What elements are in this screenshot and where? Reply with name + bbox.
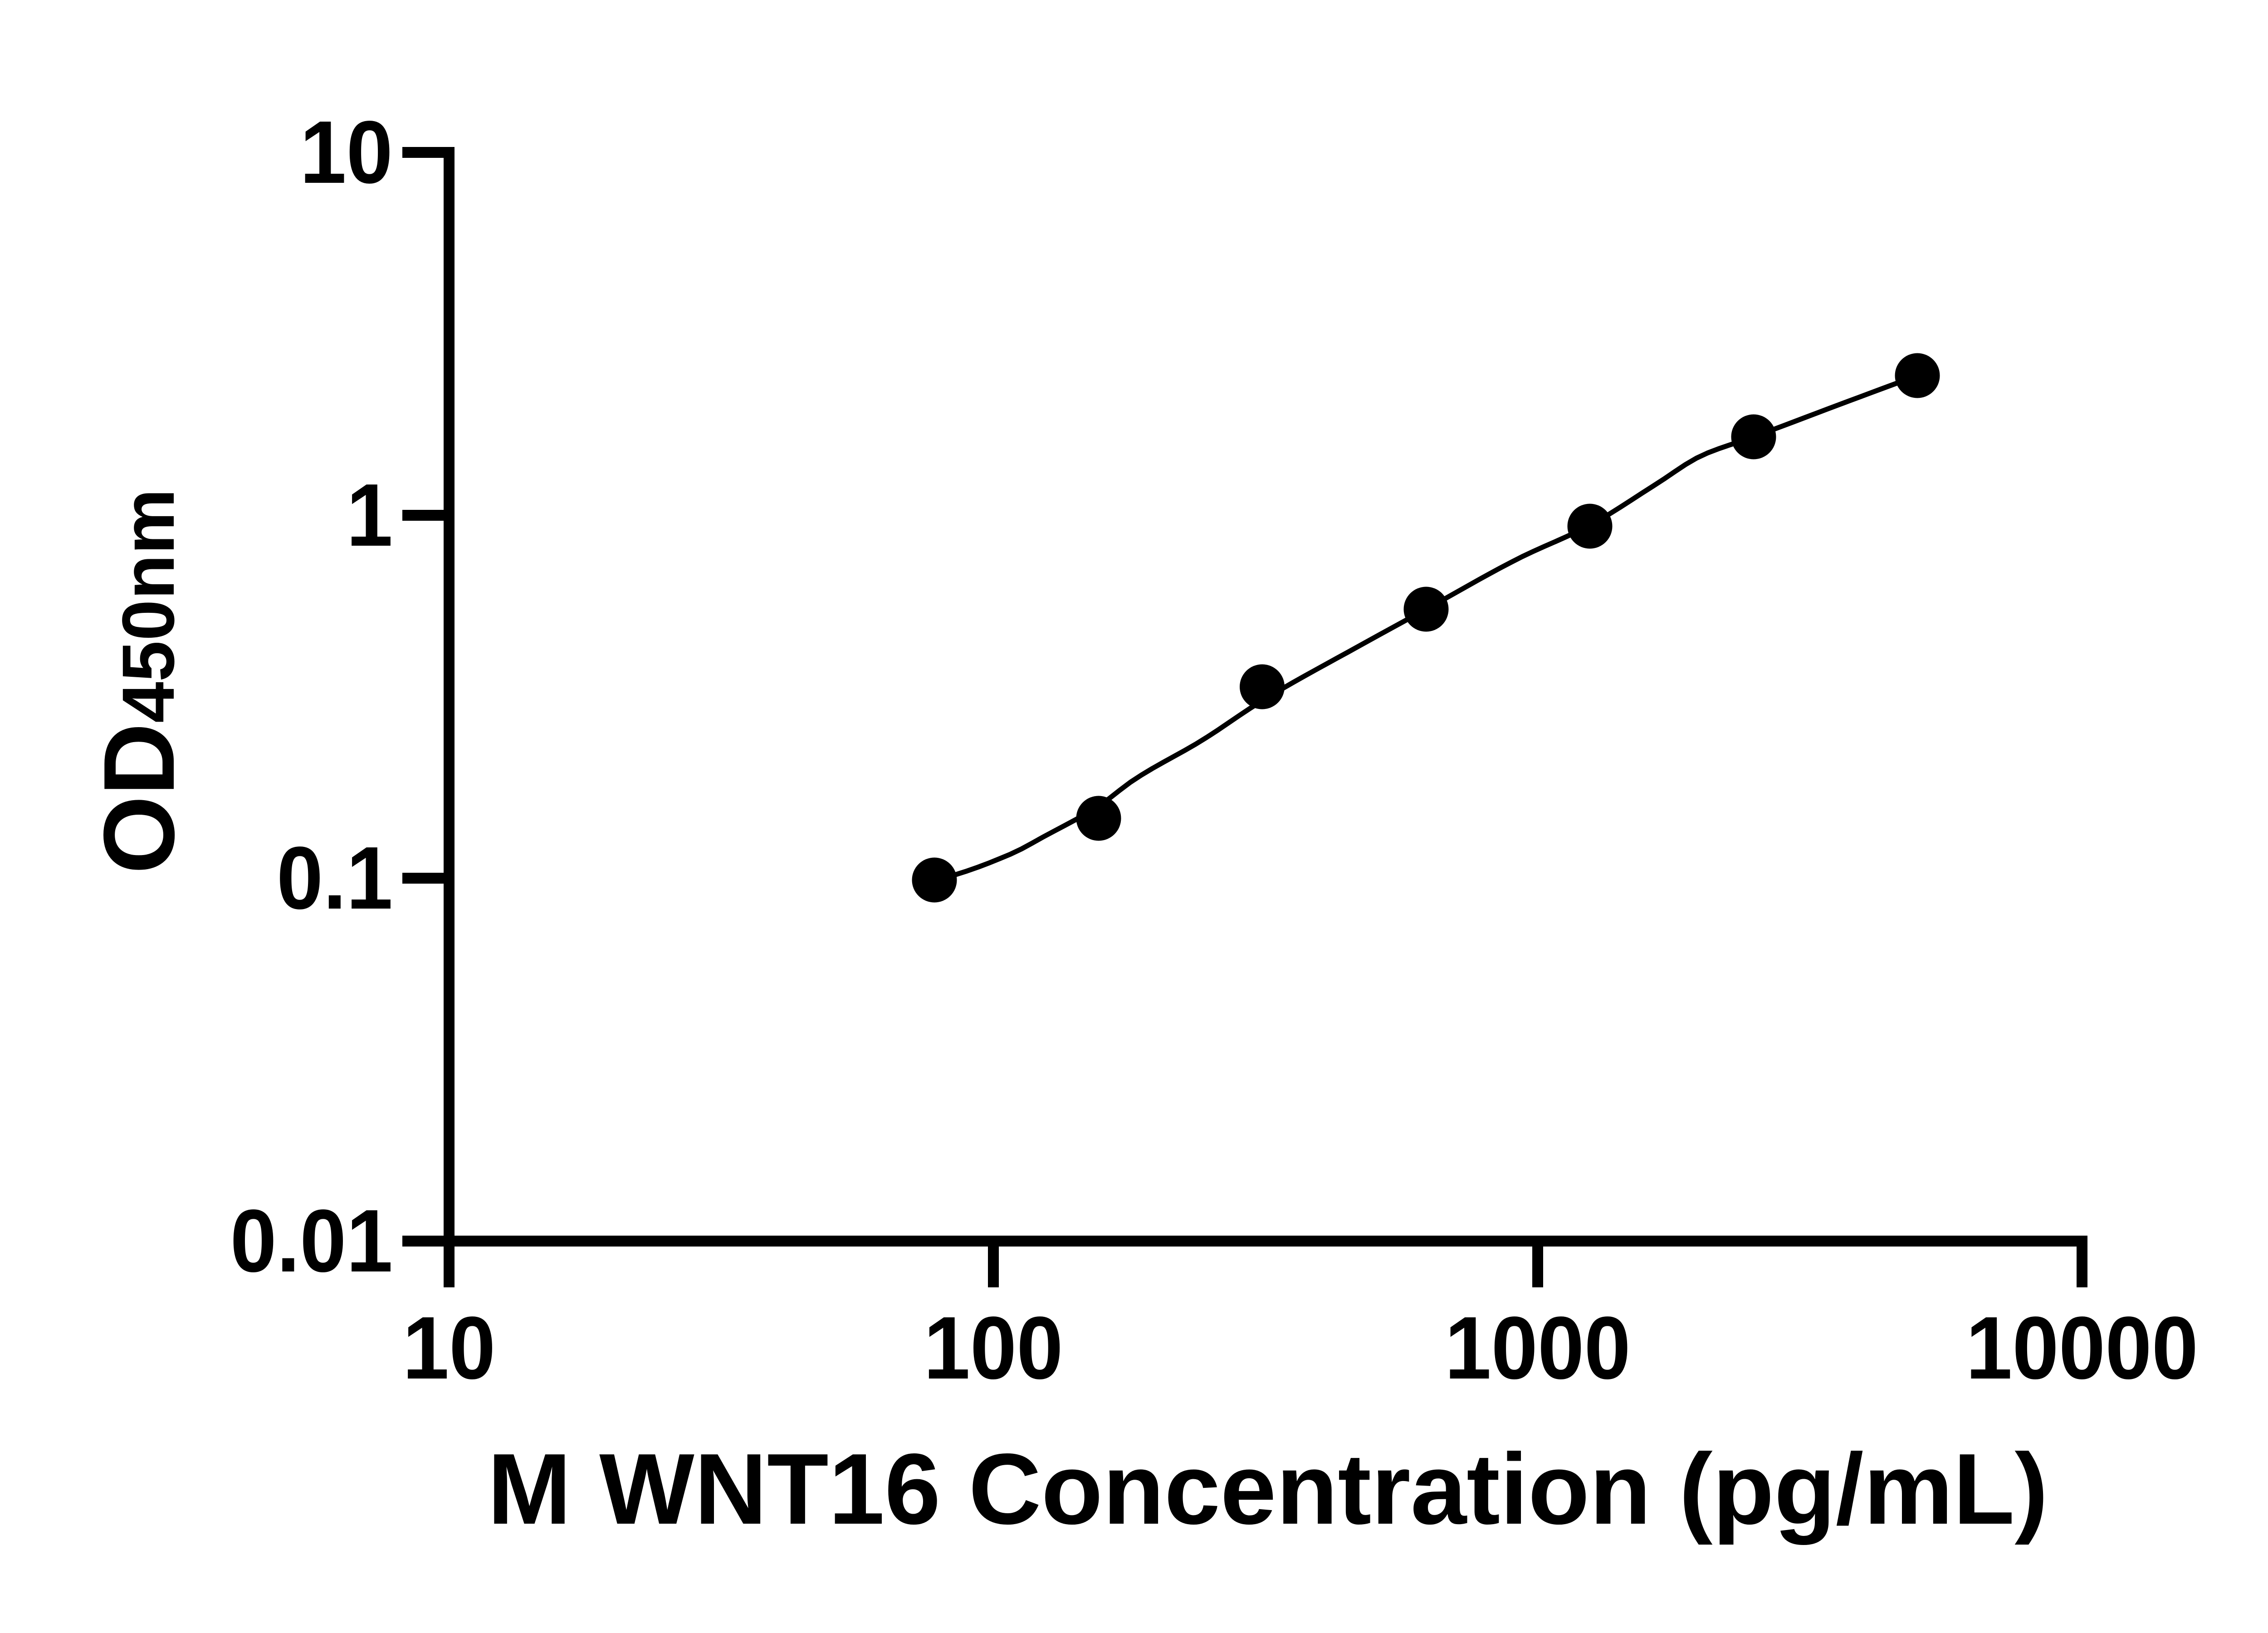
svg-text:1000: 1000: [1445, 1299, 1631, 1398]
svg-text:10: 10: [403, 1299, 496, 1398]
svg-text:10000: 10000: [1966, 1299, 2198, 1398]
svg-text:M WNT16 Concentration (pg/mL): M WNT16 Concentration (pg/mL): [488, 1433, 2048, 1545]
svg-text:0.01: 0.01: [230, 1192, 393, 1291]
svg-text:1: 1: [347, 466, 393, 565]
svg-text:100: 100: [924, 1299, 1063, 1398]
svg-text:OD450nm: OD450nm: [83, 489, 196, 874]
svg-text:0.1: 0.1: [277, 829, 393, 928]
svg-text:10: 10: [300, 103, 393, 202]
